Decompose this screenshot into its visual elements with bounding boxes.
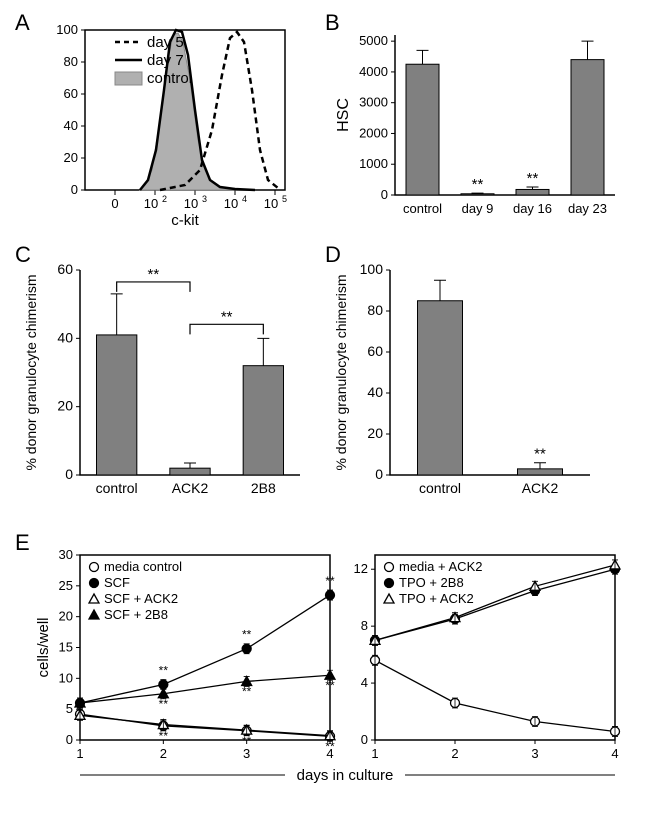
svg-text:control: control — [419, 480, 461, 496]
svg-text:day 23: day 23 — [568, 201, 607, 216]
svg-text:10: 10 — [59, 670, 73, 685]
svg-text:day 5: day 5 — [147, 34, 184, 51]
figure: A 0 20 40 60 80 100 0 102 103 104 105 c-… — [10, 10, 640, 811]
svg-text:1: 1 — [371, 746, 378, 761]
svg-text:2: 2 — [451, 746, 458, 761]
svg-text:TPO + 2B8: TPO + 2B8 — [399, 575, 464, 590]
svg-text:control: control — [403, 201, 442, 216]
svg-text:**: ** — [159, 697, 169, 711]
svg-text:100: 100 — [56, 22, 78, 37]
svg-text:3: 3 — [202, 194, 207, 204]
svg-text:HSC: HSC — [335, 98, 352, 132]
svg-text:**: ** — [242, 684, 252, 698]
svg-text:20: 20 — [367, 425, 383, 441]
svg-text:5: 5 — [66, 701, 73, 716]
svg-text:**: ** — [147, 266, 159, 283]
svg-text:12: 12 — [354, 561, 368, 576]
panel-D: 0 20 40 60 80 100 % donor granulocyte chimeris… — [330, 255, 630, 515]
svg-text:**: ** — [325, 574, 335, 588]
svg-text:days in culture: days in culture — [297, 767, 394, 784]
panel-A: 0 20 40 60 80 100 0 10 2 10 3 10 4 10 5 c-ki… — [40, 20, 300, 230]
svg-text:**: ** — [534, 446, 546, 463]
svg-text:40: 40 — [367, 384, 383, 400]
svg-text:1000: 1000 — [359, 156, 388, 171]
svg-text:media + ACK2: media + ACK2 — [399, 559, 482, 574]
svg-text:0: 0 — [375, 466, 383, 482]
svg-text:80: 80 — [64, 54, 78, 69]
svg-text:2: 2 — [160, 746, 167, 761]
svg-text:10: 10 — [184, 196, 198, 211]
svg-text:**: ** — [242, 734, 252, 748]
svg-text:**: ** — [242, 628, 252, 642]
svg-text:2B8: 2B8 — [251, 480, 276, 496]
svg-text:60: 60 — [367, 343, 383, 359]
svg-text:0: 0 — [65, 466, 73, 482]
svg-text:**: ** — [325, 678, 335, 692]
svg-text:0: 0 — [111, 196, 118, 211]
svg-text:60: 60 — [57, 261, 73, 277]
svg-text:100: 100 — [360, 261, 384, 277]
svg-text:day 16: day 16 — [513, 201, 552, 216]
svg-text:2000: 2000 — [359, 125, 388, 140]
svg-text:3: 3 — [243, 746, 250, 761]
panel-C: 0 20 40 60 % donor granulocyte chimerism cont… — [20, 255, 320, 515]
svg-text:30: 30 — [59, 547, 73, 562]
svg-text:4: 4 — [611, 746, 618, 761]
svg-text:TPO + ACK2: TPO + ACK2 — [399, 591, 474, 606]
svg-text:day 7: day 7 — [147, 52, 184, 69]
svg-text:3000: 3000 — [359, 95, 388, 110]
svg-text:cells/well: cells/well — [35, 617, 52, 677]
svg-text:**: ** — [472, 176, 484, 193]
svg-text:20: 20 — [57, 398, 73, 414]
svg-text:25: 25 — [59, 578, 73, 593]
panelA-legend: day 5 day 7 control — [115, 34, 192, 87]
svg-text:3: 3 — [531, 746, 538, 761]
svg-text:0: 0 — [381, 187, 388, 202]
panelA-yaxis: 0 20 40 60 80 100 — [56, 22, 85, 197]
svg-text:5000: 5000 — [359, 33, 388, 48]
svg-text:control: control — [147, 70, 192, 87]
svg-text:1: 1 — [76, 746, 83, 761]
svg-text:60: 60 — [64, 86, 78, 101]
svg-text:20: 20 — [64, 150, 78, 165]
svg-text:**: ** — [159, 729, 169, 743]
svg-text:8: 8 — [361, 618, 368, 633]
svg-text:4000: 4000 — [359, 64, 388, 79]
svg-text:**: ** — [221, 308, 233, 325]
panel-B: 0 1000 2000 3000 4000 5000 HSC control day 9 ** da… — [330, 25, 630, 225]
svg-text:% donor granulocyte chimerism: % donor granulocyte chimerism — [333, 274, 349, 470]
svg-text:40: 40 — [64, 118, 78, 133]
svg-text:0: 0 — [66, 732, 73, 747]
svg-text:15: 15 — [59, 640, 73, 655]
svg-text:**: ** — [527, 170, 539, 187]
svg-text:0: 0 — [361, 732, 368, 747]
label-A: A — [15, 10, 30, 36]
svg-text:40: 40 — [57, 329, 73, 345]
svg-text:control: control — [96, 480, 138, 496]
svg-text:SCF + 2B8: SCF + 2B8 — [104, 607, 168, 622]
svg-text:10: 10 — [264, 196, 278, 211]
svg-text:SCF + ACK2: SCF + ACK2 — [104, 591, 178, 606]
svg-text:20: 20 — [59, 609, 73, 624]
svg-text:ACK2: ACK2 — [522, 480, 559, 496]
svg-text:0: 0 — [71, 182, 78, 197]
svg-text:4: 4 — [242, 194, 247, 204]
svg-text:4: 4 — [361, 675, 368, 690]
panel-E: 0510152025301234******************media … — [25, 545, 635, 795]
svg-text:80: 80 — [367, 302, 383, 318]
svg-text:10: 10 — [144, 196, 158, 211]
svg-text:% donor granulocyte chimerism: % donor granulocyte chimerism — [23, 274, 39, 470]
svg-text:SCF: SCF — [104, 575, 130, 590]
svg-text:5: 5 — [282, 194, 287, 204]
svg-text:day 9: day 9 — [462, 201, 494, 216]
svg-text:**: ** — [325, 739, 335, 753]
svg-text:ACK2: ACK2 — [172, 480, 209, 496]
panelA-xlabel: c-kit — [171, 212, 199, 229]
svg-text:media control: media control — [104, 559, 182, 574]
svg-text:10: 10 — [224, 196, 238, 211]
svg-text:**: ** — [159, 664, 169, 678]
panelA-xaxis: 0 10 2 10 3 10 4 10 5 — [111, 190, 287, 211]
svg-text:2: 2 — [162, 194, 167, 204]
